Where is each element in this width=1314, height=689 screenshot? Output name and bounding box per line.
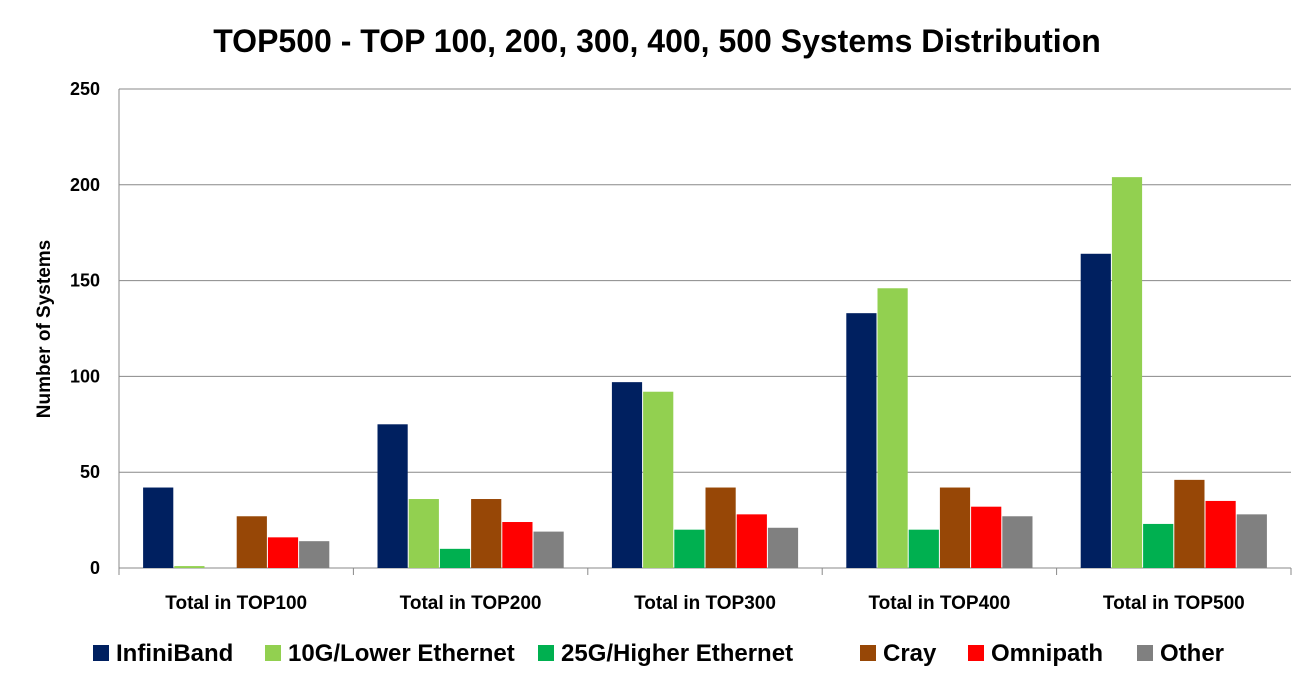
bar-omnipath: [502, 522, 533, 568]
legend-item: 10G/Lower Ethernet: [265, 640, 515, 667]
bar-25g-higher-ethernet: [674, 529, 705, 568]
bar-10g-lower-ethernet: [643, 391, 674, 568]
bar-cray: [705, 487, 736, 568]
legend-item: Cray: [860, 640, 937, 667]
bar-omnipath: [267, 537, 299, 568]
legend-swatch: [860, 645, 876, 661]
legend-item: Omnipath: [968, 640, 1103, 667]
legend-label: 10G/Lower Ethernet: [288, 640, 515, 667]
legend-label: 25G/Higher Ethernet: [561, 640, 793, 667]
bar-25g-higher-ethernet: [439, 548, 471, 568]
x-category-label: Total in TOP200: [400, 593, 542, 614]
x-category-label: Total in TOP100: [165, 593, 307, 614]
legend-label: Omnipath: [991, 640, 1103, 667]
y-tick-label: 150: [70, 271, 100, 291]
bar-cray: [939, 487, 971, 568]
x-category-labels: Total in TOP100 Total in TOP200 Total in T…: [165, 593, 1244, 614]
bar-10g-lower-ethernet: [408, 499, 439, 568]
bar-infiniband: [846, 313, 877, 568]
bar-other: [533, 531, 564, 568]
bar-infiniband: [377, 424, 408, 568]
legend-item: InfiniBand: [93, 640, 233, 667]
legend-swatch: [968, 645, 984, 661]
legend-swatch: [93, 645, 109, 661]
y-tick-label: 50: [80, 462, 100, 482]
bar-10g-lower-ethernet: [174, 566, 205, 568]
bar-infiniband: [1080, 253, 1111, 568]
legend-label: Cray: [883, 640, 937, 667]
bar-25g-higher-ethernet: [908, 529, 939, 568]
x-category-label: Total in TOP300: [634, 593, 776, 614]
legend-swatch: [538, 645, 554, 661]
legend-swatch: [1137, 645, 1153, 661]
y-tick-label: 200: [70, 175, 100, 195]
bar-infiniband: [611, 382, 643, 568]
y-axis-label: Number of Systems: [34, 240, 55, 418]
bar-cray: [1174, 479, 1205, 568]
bar-omnipath: [1205, 500, 1236, 568]
bar-cray: [236, 516, 267, 568]
legend-item: 25G/Higher Ethernet: [538, 640, 793, 667]
y-tick-labels: 0 50 100 150 200 250: [70, 79, 100, 578]
bar-infiniband: [143, 487, 174, 568]
bar-omnipath: [971, 506, 1002, 568]
bar-other: [1236, 514, 1267, 568]
bar-25g-higher-ethernet: [1143, 523, 1174, 568]
x-category-label: Total in TOP500: [1103, 593, 1245, 614]
bar-omnipath: [736, 514, 767, 568]
bar-cray: [471, 499, 502, 568]
bar-other: [767, 527, 799, 568]
legend-label: InfiniBand: [116, 640, 233, 667]
legend: InfiniBand 10G/Lower Ethernet 25G/Higher E…: [93, 640, 1224, 667]
chart-title: TOP500 - TOP 100, 200, 300, 400, 500 Sys…: [213, 23, 1101, 59]
y-tick-label: 0: [90, 558, 100, 578]
legend-item: Other: [1137, 640, 1224, 667]
y-tick-label: 100: [70, 366, 100, 386]
y-tick-label: 250: [70, 79, 100, 99]
x-category-label: Total in TOP400: [868, 593, 1010, 614]
bar-10g-lower-ethernet: [1111, 177, 1143, 569]
bar-10g-lower-ethernet: [877, 288, 908, 568]
bars: [143, 177, 1267, 569]
legend-label: Other: [1160, 640, 1224, 667]
legend-swatch: [265, 645, 281, 661]
bar-other: [1002, 516, 1033, 568]
bar-other: [299, 541, 330, 568]
